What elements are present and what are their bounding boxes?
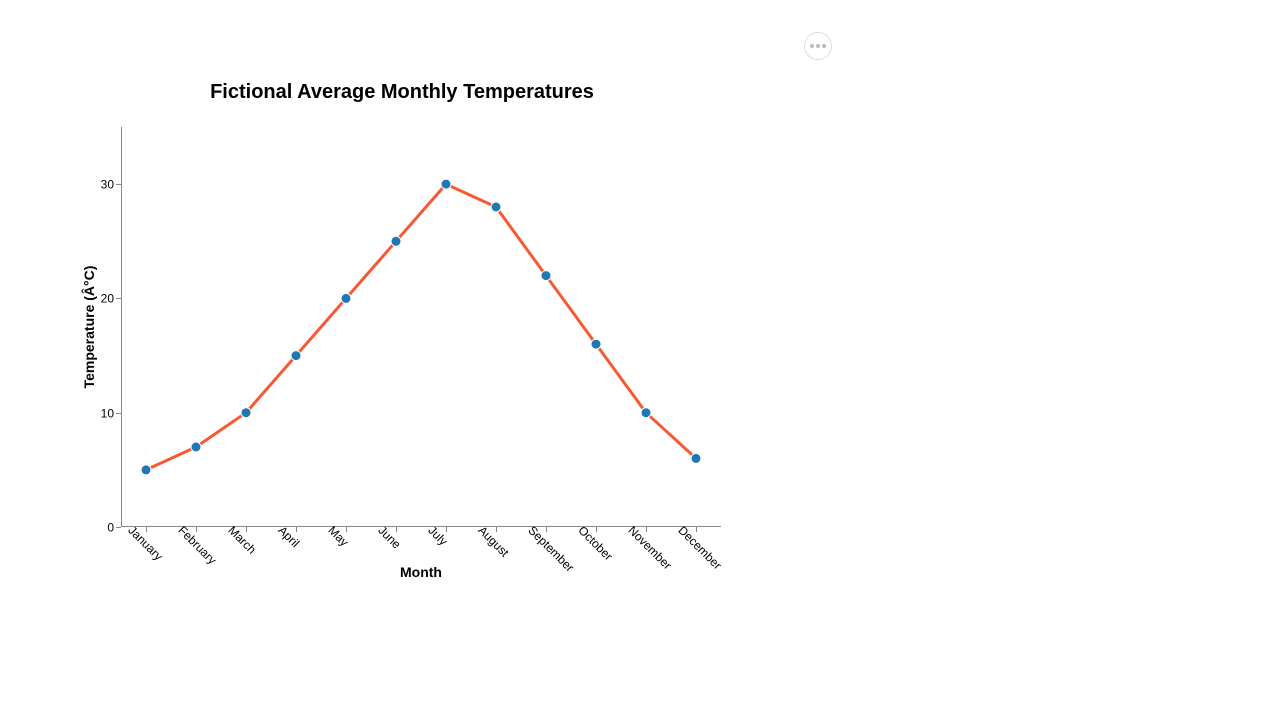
data-point-july[interactable] (440, 178, 452, 190)
data-point-january[interactable] (140, 464, 152, 476)
data-point-december[interactable] (690, 452, 702, 464)
x-axis-title: Month (400, 564, 442, 580)
data-point-september[interactable] (540, 270, 552, 282)
x-tick-label: December (675, 523, 724, 572)
data-point-april[interactable] (290, 350, 302, 362)
series-layer (140, 178, 702, 476)
data-point-march[interactable] (240, 407, 252, 419)
chart-menu-button[interactable] (804, 32, 832, 60)
more-horizontal-icon (822, 44, 826, 48)
more-horizontal-icon (816, 44, 820, 48)
y-axis-title: Temperature (Â°C) (80, 266, 97, 389)
x-tick-label: February (175, 523, 219, 567)
x-tick-label: October (575, 523, 615, 563)
data-point-february[interactable] (190, 441, 202, 453)
data-point-may[interactable] (340, 292, 352, 304)
y-tick-label: 10 (101, 407, 115, 421)
x-tick-label: August (475, 523, 512, 560)
x-tick-label: March (225, 523, 258, 556)
data-point-october[interactable] (590, 338, 602, 350)
x-tick-label: May (325, 523, 351, 549)
x-tick-label: April (275, 523, 302, 550)
data-point-june[interactable] (390, 235, 402, 247)
x-tick-label: June (375, 523, 404, 552)
data-point-august[interactable] (490, 201, 502, 213)
x-tick-label: January (125, 523, 165, 563)
y-tick-label: 30 (101, 178, 115, 192)
more-horizontal-icon (810, 44, 814, 48)
series-line (145, 182, 698, 472)
data-point-november[interactable] (640, 407, 652, 419)
x-tick-label: November (625, 523, 674, 572)
y-tick-label: 0 (107, 521, 114, 535)
y-tick-label: 20 (101, 292, 115, 306)
y-axis: 0 10 20 30 (101, 127, 122, 535)
chart-title: Fictional Average Monthly Temperatures (210, 81, 594, 103)
x-tick-label: September (525, 523, 576, 574)
